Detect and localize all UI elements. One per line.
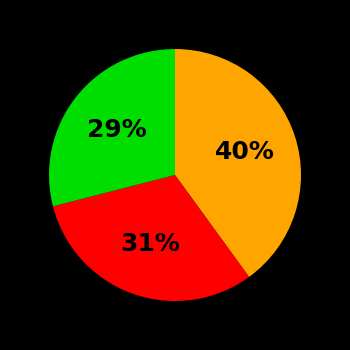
Wedge shape [175,49,301,277]
Text: 40%: 40% [215,140,274,164]
Text: 31%: 31% [120,232,180,256]
Text: 29%: 29% [88,118,147,142]
Wedge shape [53,175,249,301]
Wedge shape [49,49,175,206]
